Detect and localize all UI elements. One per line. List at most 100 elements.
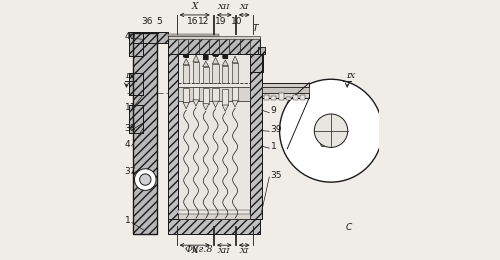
Bar [264,95,270,100]
Bar [133,32,168,43]
Bar [168,38,260,54]
Polygon shape [183,59,190,65]
Text: 36: 36 [141,17,152,26]
Bar [222,89,228,105]
Text: 11: 11 [124,103,136,112]
Text: IX: IX [125,72,134,80]
Text: 10: 10 [232,17,243,26]
Polygon shape [202,104,209,110]
Bar [129,73,144,95]
Bar [183,88,190,102]
Bar [129,32,144,56]
Text: XII: XII [218,247,230,255]
Polygon shape [222,105,228,111]
Text: XII: XII [218,3,230,11]
Text: XI: XI [240,247,249,255]
Bar [198,38,209,54]
Bar [129,73,144,95]
Text: 1: 1 [124,216,130,225]
Bar [129,32,144,56]
Bar [250,54,262,219]
Text: O: O [320,140,326,150]
Text: T: T [253,24,258,33]
Circle shape [134,169,156,190]
Bar [129,105,144,133]
Circle shape [140,174,151,185]
Bar [286,97,291,100]
Bar [258,47,266,54]
Circle shape [280,79,382,182]
Bar [178,38,188,54]
Bar [178,212,250,219]
Bar [250,54,263,72]
Bar [178,87,250,101]
Bar [168,54,178,219]
Text: IX: IX [346,72,355,80]
Bar [219,38,230,54]
Text: 19: 19 [216,17,227,26]
Text: 12: 12 [198,17,209,26]
Text: X: X [192,2,198,11]
Polygon shape [193,100,199,106]
Text: 37: 37 [124,167,136,177]
Text: 40: 40 [124,32,136,41]
Bar [133,32,168,43]
Bar [133,33,158,233]
Bar [202,67,209,83]
Bar [209,38,219,54]
Bar [262,93,309,98]
Text: Фиг.8: Фиг.8 [184,245,213,254]
Circle shape [314,114,348,147]
Bar [188,38,198,54]
Bar [278,93,283,100]
Bar [168,219,260,233]
Bar [250,54,263,72]
Polygon shape [183,102,190,109]
Bar [168,34,219,36]
Bar [168,38,260,54]
Polygon shape [232,56,238,63]
Text: 9: 9 [270,106,276,115]
Bar [262,83,309,87]
Bar [129,105,144,133]
Text: 1: 1 [270,142,276,151]
Text: 35: 35 [270,171,282,180]
Polygon shape [193,55,199,62]
Polygon shape [202,61,209,67]
Text: 4: 4 [124,140,130,149]
Polygon shape [232,101,238,107]
Polygon shape [222,60,228,66]
Bar [300,95,306,100]
Text: XI: XI [240,3,249,11]
Bar [212,64,218,83]
Bar [293,95,298,100]
Text: 39: 39 [270,125,282,134]
Text: 38: 38 [124,124,136,133]
Bar [258,47,266,54]
Bar [168,219,260,233]
Bar [272,96,276,100]
Bar [202,88,209,104]
Polygon shape [212,57,218,64]
Bar [232,87,238,101]
Bar [222,66,228,83]
Polygon shape [212,101,218,108]
Bar [178,210,250,214]
Text: C: C [345,223,352,232]
Bar [232,63,238,83]
Bar [212,88,218,101]
Bar [133,33,158,233]
Bar [168,36,260,39]
Bar [193,62,199,83]
Text: X: X [192,246,198,255]
Bar [183,65,190,83]
Text: 5: 5 [156,17,162,26]
Bar [193,87,199,100]
Bar [230,38,239,54]
Bar [178,54,250,219]
Text: 16: 16 [187,17,198,26]
Bar [240,38,250,54]
Bar [262,87,309,93]
Bar [168,54,178,219]
Bar [250,54,262,219]
